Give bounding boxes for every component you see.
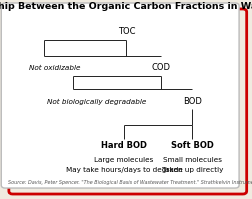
- Text: Taken up directly: Taken up directly: [161, 167, 222, 173]
- Text: Source: Davis, Peter Spencer. "The Biological Basis of Wastewater Treatment." St: Source: Davis, Peter Spencer. "The Biolo…: [8, 180, 252, 185]
- Text: Soft BOD: Soft BOD: [170, 141, 213, 150]
- Text: Hard BOD: Hard BOD: [101, 141, 146, 150]
- Text: Relationship Between the Organic Carbon Fractions in Wastewater: Relationship Between the Organic Carbon …: [0, 2, 252, 12]
- Text: BOD: BOD: [182, 97, 201, 106]
- Text: May take hours/days to degrade: May take hours/days to degrade: [65, 167, 182, 173]
- Text: Not oxidizable: Not oxidizable: [29, 65, 80, 71]
- Text: COD: COD: [150, 63, 170, 72]
- Text: TOC: TOC: [117, 27, 135, 36]
- Text: Not biologically degradable: Not biologically degradable: [47, 99, 146, 104]
- Text: Large molecules: Large molecules: [94, 157, 153, 163]
- Text: Small molecules: Small molecules: [162, 157, 221, 163]
- FancyBboxPatch shape: [1, 3, 238, 188]
